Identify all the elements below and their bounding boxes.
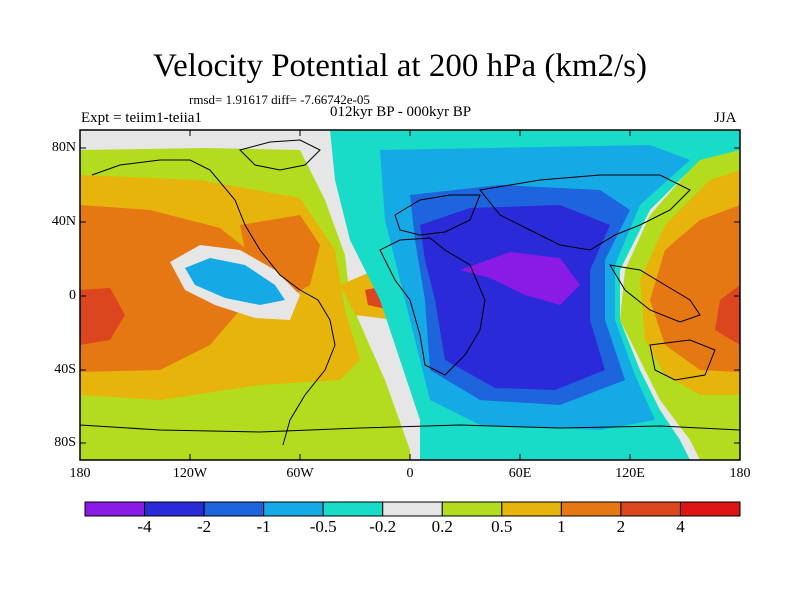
colorbar-label: -4 [137,517,152,536]
colorbar-label: 0.2 [431,517,453,536]
velocity-potential-field [80,130,740,460]
lon-label-60e: 60E [508,466,532,481]
period-label: 012kyr BP - 000kyr BP [330,104,472,120]
colorbar-swatch [203,501,265,517]
lat-label-80n: 80N [51,140,76,155]
lon-label-180w: 180 [69,466,91,481]
colorbar [84,501,741,517]
colorbar-label: -2 [197,517,212,536]
lat-label-0: 0 [69,288,76,303]
colorbar-swatch [382,501,443,517]
colorbar-swatch [263,501,324,517]
pacific-contour-2 [80,205,260,372]
coastlines [80,139,740,446]
colorbar-swatch [501,501,562,517]
colorbar-label: 1 [557,517,566,536]
lat-label-40n: 40N [51,214,76,229]
stats-text: rmsd= 1.91617 diff= -7.66742e-05 [189,92,370,107]
pacific-contour-4 [80,288,125,345]
eastern-negative-core [460,252,580,305]
colorbar-swatch [679,501,741,517]
lon-label-0: 0 [406,466,414,481]
lat-label-80s: 80S [54,435,76,450]
eastern-negative-3 [420,205,610,390]
lon-label-60w: 60W [286,466,314,481]
colorbar-swatch [144,501,205,517]
colorbar-swatch [560,501,622,517]
colorbar-label: 4 [676,517,685,536]
lon-label-120e: 120E [615,466,645,481]
lon-label-120w: 120W [172,466,208,481]
plot-title: Velocity Potential at 200 hPa (km2/s) [152,48,648,84]
colorbar-label: -0.5 [309,517,337,536]
colorbar-swatch [322,501,384,517]
axis-ticks [79,130,741,460]
colorbar-swatch [84,501,146,517]
colorbar-label: 0.5 [491,517,513,536]
colorbar-swatch [441,501,503,517]
pacific-contour-4-east [715,285,740,345]
season-label: JJA [714,110,737,126]
colorbar-swatch [620,501,681,517]
central-america-negative [185,258,285,305]
colorbar-label: 2 [616,517,626,536]
lat-label-40s: 40S [54,362,76,377]
lon-label-180e: 180 [729,466,751,481]
colorbar-label: -0.2 [369,517,397,536]
colorbar-label: -1 [256,517,271,536]
experiment-label: Expt = teiim1-teiia1 [81,110,202,126]
